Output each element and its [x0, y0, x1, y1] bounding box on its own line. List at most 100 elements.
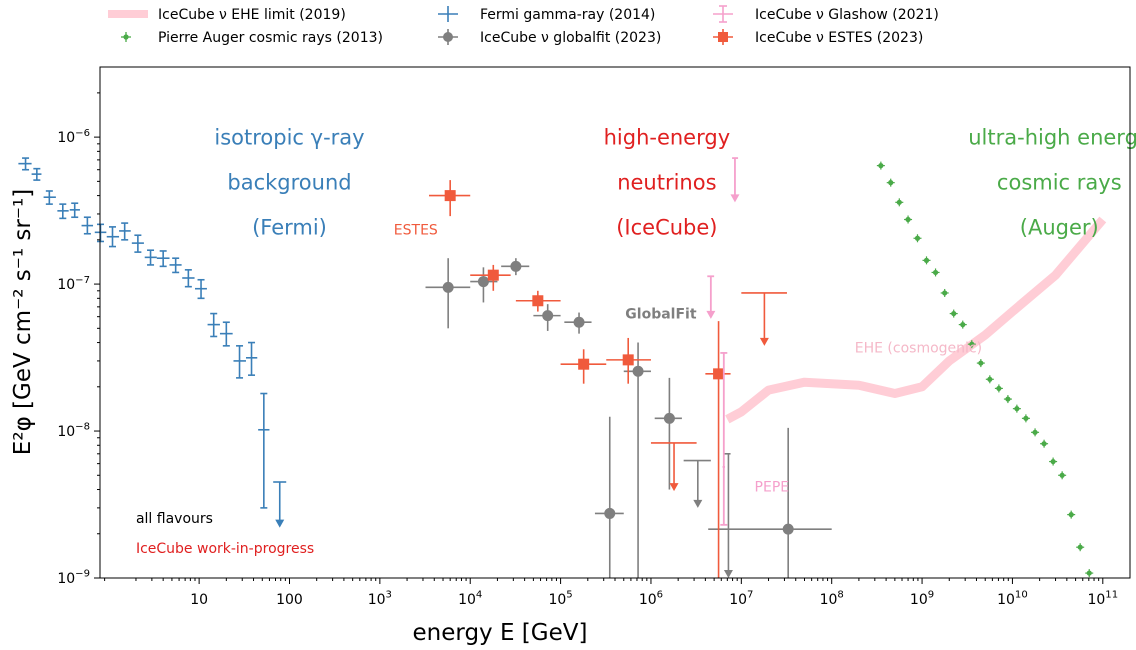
glashow-point — [720, 352, 728, 526]
glashow-upper-limit — [706, 275, 716, 319]
x-tick-label: 109 — [910, 590, 934, 608]
globalfit-marker — [782, 523, 794, 535]
globalfit-marker — [573, 316, 585, 328]
cr-label-line: ultra-high energy — [968, 125, 1136, 149]
globalfit-point — [564, 312, 592, 334]
x-tick-label: 1010 — [997, 590, 1028, 608]
legend-swatch — [443, 32, 453, 42]
estes-point — [429, 180, 471, 217]
estes-limit-arrow — [759, 337, 769, 346]
fermi-point — [131, 234, 144, 253]
auger-point — [1021, 414, 1030, 423]
globalfit-marker — [510, 260, 522, 272]
y-tick-label: 10−7 — [57, 275, 90, 293]
series-ehe-limit-line — [725, 216, 1107, 424]
auger-marker — [1005, 396, 1011, 402]
fermi-point — [258, 392, 270, 509]
auger-marker — [914, 235, 921, 241]
globalfit-label-line: GlobalFit — [625, 306, 697, 322]
legend-label: Fermi gamma-ray (2014) — [480, 7, 655, 23]
series-auger — [876, 161, 1094, 578]
x-tick-label: 108 — [820, 590, 844, 608]
fermi-point — [233, 345, 246, 379]
globalfit-upper-limit — [723, 453, 733, 578]
auger-marker — [878, 163, 884, 169]
legend-item-globalfit: IceCube ν globalfit (2023) — [438, 29, 661, 46]
legend-swatch — [718, 32, 728, 42]
globalfit-marker — [442, 281, 454, 293]
cr-label-line: cosmic rays — [997, 170, 1122, 194]
fermi-point — [144, 249, 157, 266]
auger-marker — [996, 385, 1002, 392]
auger-point — [931, 268, 940, 277]
estes-point — [560, 349, 607, 384]
auger-point — [1040, 439, 1049, 448]
x-tick-label: 10 — [190, 592, 208, 608]
legend-swatch — [123, 34, 129, 40]
neutrino-label-line: neutrinos — [617, 170, 716, 194]
series-estes — [429, 180, 787, 578]
auger-point — [1031, 428, 1040, 437]
legend: IceCube ν EHE limit (2019) Pierre Auger c… — [108, 5, 939, 46]
auger-point — [904, 215, 913, 224]
glashow-upper-limit — [730, 157, 740, 203]
auger-point — [1049, 457, 1058, 466]
auger-point — [1003, 395, 1012, 404]
fermi-point — [57, 203, 69, 220]
auger-marker — [1023, 415, 1029, 421]
auger-marker — [942, 290, 948, 296]
x-tick-label: 100 — [276, 592, 303, 608]
estes-marker — [487, 269, 499, 281]
auger-point — [940, 288, 949, 297]
auger-point — [967, 340, 976, 349]
fermi-point — [219, 321, 233, 347]
globalfit-point — [425, 258, 471, 329]
fermi-label-line: background — [227, 170, 351, 194]
auger-marker — [969, 341, 975, 347]
estes-marker — [532, 295, 544, 307]
auger-point — [1067, 510, 1076, 519]
legend-label: IceCube ν globalfit (2023) — [480, 30, 661, 46]
estes-limit-arrow — [669, 483, 679, 492]
globalfit-marker — [663, 412, 675, 424]
auger-point — [994, 384, 1003, 393]
auger-point — [949, 309, 958, 318]
legend-item-fermi: Fermi gamma-ray (2014) — [438, 6, 655, 23]
globalfit-marker — [542, 310, 554, 322]
auger-point — [922, 256, 931, 265]
globalfit-point — [594, 416, 624, 578]
auger-point — [886, 178, 895, 187]
estes-point — [470, 264, 511, 291]
y-tick-label: 10−8 — [57, 422, 90, 440]
auger-marker — [1050, 458, 1056, 465]
auger-marker — [896, 199, 902, 205]
fermi-point — [43, 190, 56, 205]
x-tick-label: 1011 — [1087, 590, 1118, 608]
fermi-point — [182, 269, 195, 288]
estes-marker — [713, 368, 725, 380]
neutrino-label-line: (IceCube) — [616, 215, 717, 239]
fermi-point — [245, 341, 258, 376]
y-tick-label: 10−9 — [57, 569, 90, 587]
plot-area — [18, 157, 1107, 578]
globalfit-limit-arrow — [723, 570, 733, 578]
globalfit-marker — [632, 365, 644, 377]
fermi-point — [31, 167, 42, 181]
legend-item-auger: Pierre Auger cosmic rays (2013) — [121, 30, 383, 46]
y-axis-label: E²φ [GeV cm⁻² s⁻¹ sr⁻¹] — [10, 189, 36, 455]
legend-label: Pierre Auger cosmic rays (2013) — [158, 30, 383, 46]
fermi-point — [156, 250, 170, 268]
series-glashow — [706, 157, 740, 526]
fermi-label-line: isotropic γ-ray — [214, 125, 364, 149]
legend-item-ehe: IceCube ν EHE limit (2019) — [108, 7, 346, 23]
estes-point — [606, 337, 651, 384]
auger-marker — [1068, 512, 1074, 518]
globalfit-upper-limit — [683, 459, 711, 508]
fermi-point — [81, 216, 94, 235]
wip-note-line: IceCube work-in-progress — [136, 541, 314, 557]
x-tick-label: 107 — [729, 590, 753, 608]
auger-marker — [932, 269, 939, 276]
fermi-point — [194, 278, 207, 300]
y-tick-label: 10−6 — [57, 128, 90, 146]
